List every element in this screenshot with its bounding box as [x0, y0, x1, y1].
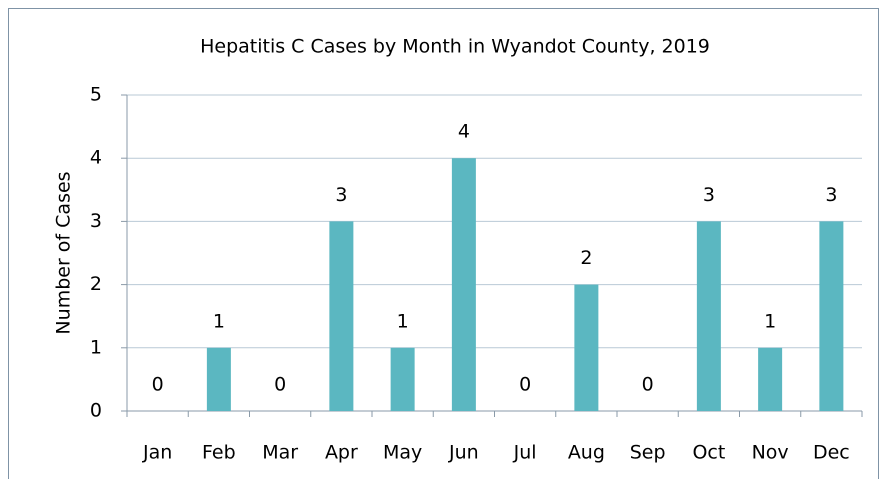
y-tick-label: 5 [90, 84, 102, 106]
data-label: 0 [152, 374, 164, 396]
bar [329, 221, 354, 411]
data-label: 3 [825, 184, 837, 206]
y-tick-label: 0 [90, 400, 102, 422]
data-label: 0 [642, 374, 654, 396]
data-label: 0 [519, 374, 531, 396]
x-tick-label: Jan [142, 442, 172, 464]
x-tick-label: Apr [325, 442, 358, 464]
data-label: 3 [335, 184, 347, 206]
y-tick-label: 2 [90, 273, 102, 295]
chart-title: Hepatitis C Cases by Month in Wyandot Co… [200, 36, 710, 58]
data-label: 0 [274, 374, 286, 396]
data-label: 1 [213, 310, 225, 332]
bar [758, 347, 783, 411]
data-label: 4 [458, 121, 470, 143]
bar [696, 221, 721, 411]
y-tick-label: 4 [90, 147, 102, 169]
data-label: 2 [580, 247, 592, 269]
data-label: 1 [397, 310, 409, 332]
x-tick-label: Jul [513, 442, 537, 464]
bar [819, 221, 844, 411]
x-tick-label: Sep [630, 442, 666, 464]
x-tick-label: Mar [262, 442, 298, 464]
y-axis-label: Number of Cases [53, 171, 75, 334]
data-label: 1 [764, 310, 776, 332]
bar [451, 158, 476, 411]
bar [206, 347, 231, 411]
bar [390, 347, 415, 411]
x-tick-label: May [383, 442, 422, 464]
x-tick-label: Oct [692, 442, 725, 464]
x-tick-label: Nov [752, 442, 789, 464]
x-tick-label: Jun [448, 442, 479, 464]
y-tick-label: 1 [90, 336, 102, 358]
y-tick-label: 3 [90, 210, 102, 232]
x-tick-label: Dec [813, 442, 850, 464]
x-tick-label: Aug [568, 442, 605, 464]
chart-frame [8, 8, 879, 479]
data-label: 3 [703, 184, 715, 206]
x-tick-label: Feb [202, 442, 236, 464]
bar [574, 284, 599, 411]
